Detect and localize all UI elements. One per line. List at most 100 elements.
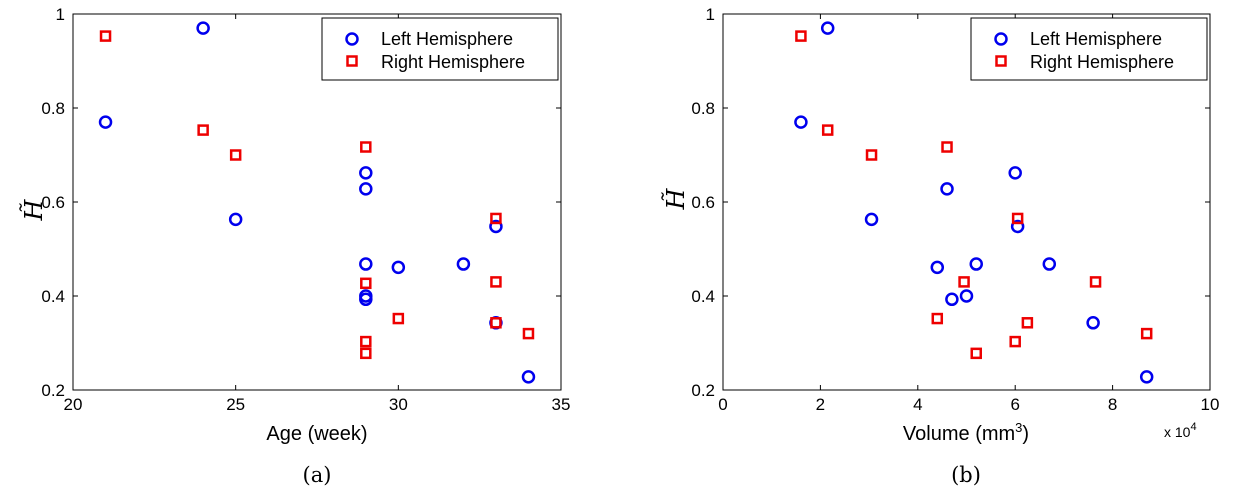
right-hemisphere-point (821, 124, 834, 136)
right-hemisphere-point (490, 276, 502, 288)
left-hemisphere-point (794, 115, 808, 129)
panel-a-y-ticks: 0.2 0.4 0.6 0.8 1 (41, 5, 561, 400)
panel-b-x-multiplier-base: x 10 (1164, 424, 1191, 440)
left-hemisphere-point (359, 166, 373, 180)
left-hemisphere-point (1008, 166, 1022, 180)
panel-b-caption: (b) (951, 463, 981, 487)
y-tick-label: 0.8 (691, 99, 715, 118)
left-hemisphere-point (98, 115, 113, 129)
panel-b-legend-left-label: Left Hemisphere (1030, 29, 1162, 49)
right-hemisphere-point (1140, 327, 1153, 340)
left-hemisphere-point (940, 182, 954, 196)
panel-a-legend-box (321, 17, 559, 81)
y-tick-label: 0.6 (41, 193, 65, 212)
panel-a-legend: Left Hemisphere Right Hemisphere (321, 17, 559, 81)
right-hemisphere-point (490, 212, 502, 225)
left-hemisphere-point (391, 260, 406, 275)
right-hemisphere-point (229, 149, 242, 161)
x-tick-label: 25 (226, 395, 245, 414)
panel-a-x-label: Age (week) (266, 423, 367, 445)
x-tick-label: 30 (389, 395, 408, 414)
x-tick-label: 8 (1108, 395, 1117, 414)
x-tick-label: 2 (816, 395, 825, 414)
panel-a-legend-right-label: Right Hemisphere (381, 52, 525, 72)
panel-b-x-ticks: 0 2 4 6 8 10 (718, 14, 1219, 414)
panel-a: 0.2 0.4 0.6 0.8 1 20 25 30 35 H̃ Age (week) (a)… (20, 5, 571, 487)
left-hemisphere-point (228, 212, 243, 227)
x-tick-label: 6 (1010, 395, 1019, 414)
y-tick-label: 0.2 (41, 381, 65, 400)
panel-b-legend: Left Hemisphere Right Hemisphere (970, 17, 1208, 81)
left-hemisphere-point (521, 370, 536, 384)
x-tick-label: 20 (64, 395, 83, 414)
right-hemisphere-point (931, 312, 944, 325)
x-tick-label: 4 (913, 395, 922, 414)
y-tick-label: 0.2 (691, 381, 715, 400)
x-tick-label: 35 (552, 395, 571, 414)
right-hemisphere-point (1089, 276, 1102, 288)
left-hemisphere-point (959, 289, 974, 303)
y-tick-label: 0.4 (41, 287, 65, 306)
right-hemisphere-point (865, 149, 878, 161)
left-hemisphere-point (1086, 316, 1100, 330)
right-hemisphere-point (490, 317, 502, 329)
right-hemisphere-point (360, 347, 372, 360)
panel-a-caption: (a) (303, 463, 332, 487)
panel-b-legend-square-marker (995, 55, 1007, 67)
left-hemisphere-point (1042, 257, 1057, 271)
panel-b-x-multiplier-exp: 4 (1190, 421, 1196, 433)
right-hemisphere-point (360, 141, 372, 153)
left-hemisphere-point (359, 257, 373, 271)
panel-b-x-label-main: Volume (mm (903, 423, 1015, 445)
right-hemisphere-point (941, 141, 953, 153)
panel-b-y-label: H̃ (662, 187, 690, 210)
y-tick-label: 0.8 (41, 99, 65, 118)
right-hemisphere-point (1011, 212, 1024, 225)
panel-a-legend-square-marker (346, 55, 358, 67)
right-hemisphere-point (197, 124, 209, 136)
right-hemisphere-point (392, 312, 405, 325)
right-hemisphere-point (970, 347, 982, 360)
panel-b-x-label-close: ) (1022, 423, 1029, 445)
right-hemisphere-point (360, 335, 372, 348)
right-hemisphere-point (1009, 335, 1021, 348)
left-hemisphere-point (359, 292, 373, 307)
x-tick-label: 10 (1201, 395, 1220, 414)
right-hemisphere-point (522, 327, 535, 340)
panel-b-x-multiplier: x 104 (1164, 421, 1197, 440)
panel-b-legend-box (970, 17, 1208, 81)
x-tick-label: 0 (718, 395, 727, 414)
panel-a-legend-left-label: Left Hemisphere (381, 29, 513, 49)
left-hemisphere-point (930, 260, 945, 275)
y-tick-label: 0.4 (691, 287, 715, 306)
y-tick-label: 1 (56, 5, 65, 24)
right-hemisphere-point (360, 277, 372, 290)
panel-b-y-ticks: 0.2 0.4 0.6 0.8 1 (691, 5, 1210, 400)
y-tick-label: 1 (706, 5, 715, 24)
left-hemisphere-point (359, 182, 373, 196)
panel-b-points (794, 21, 1154, 384)
panel-b-x-label-sup: 3 (1015, 420, 1022, 435)
left-hemisphere-point (820, 21, 835, 35)
right-hemisphere-point (795, 30, 807, 42)
right-hemisphere-point (1021, 317, 1034, 329)
left-hemisphere-point (456, 257, 471, 271)
left-hemisphere-point (489, 219, 503, 234)
left-hemisphere-point (945, 292, 959, 307)
panel-a-legend-circle-marker (345, 32, 359, 46)
left-hemisphere-point (1010, 219, 1025, 234)
panel-b-legend-right-label: Right Hemisphere (1030, 52, 1174, 72)
left-hemisphere-point (196, 21, 210, 35)
y-tick-label: 0.6 (691, 193, 715, 212)
right-hemisphere-point (958, 276, 970, 288)
panel-a-x-ticks: 20 25 30 35 (64, 14, 571, 414)
panel-a-y-label: H̃ (20, 198, 48, 221)
left-hemisphere-point (1139, 370, 1154, 384)
right-hemisphere-point (99, 30, 112, 42)
panel-b-x-label: Volume (mm3) (903, 420, 1029, 445)
left-hemisphere-point (864, 212, 879, 227)
panel-b-legend-circle-marker (994, 32, 1008, 46)
panel-a-points (98, 21, 536, 384)
panel-b: 0.2 0.4 0.6 0.8 1 0 2 4 6 8 10 H̃ Volume (mm3) x … (662, 5, 1220, 487)
